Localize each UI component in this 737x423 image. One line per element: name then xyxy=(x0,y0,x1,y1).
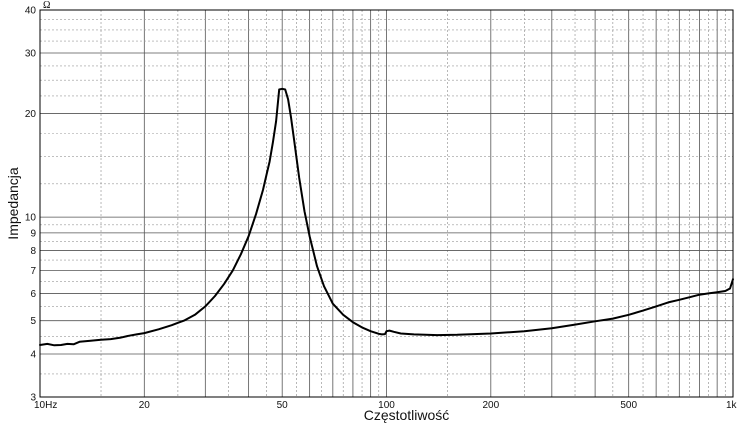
x-tick-label: 500 xyxy=(620,400,637,411)
y-unit-label: Ω xyxy=(43,0,50,11)
grid-lines xyxy=(40,10,733,397)
y-tick-label: 30 xyxy=(25,48,37,59)
y-axis-title: Impedancja xyxy=(5,167,21,240)
y-tick-label: 3 xyxy=(30,393,36,404)
x-tick-label: 200 xyxy=(482,400,499,411)
plot-frame xyxy=(39,9,734,398)
y-tick-label: 40 xyxy=(25,6,37,17)
y-tick-labels: 3 4 5 6 7 8 9 10 20 30 40 xyxy=(25,6,37,404)
y-tick-label: 5 xyxy=(30,316,36,327)
x-tick-label: 100 xyxy=(378,400,395,411)
series-layer xyxy=(39,87,734,347)
y-tick-label: 7 xyxy=(30,266,36,277)
y-tick-label: 4 xyxy=(30,350,36,361)
x-tick-label: 50 xyxy=(277,400,289,411)
y-tick-label: 20 xyxy=(25,109,37,120)
x-tick-labels: 10Hz 20 50 100 200 500 1k xyxy=(34,400,737,411)
y-tick-label: 9 xyxy=(30,228,36,239)
y-tick-label: 10 xyxy=(25,213,37,224)
y-tick-label: 8 xyxy=(30,246,36,257)
x-axis-title: Częstotliwość xyxy=(364,407,450,423)
y-tick-label: 6 xyxy=(30,289,36,300)
impedance-curve xyxy=(39,87,734,347)
x-tick-label: 1k xyxy=(726,400,737,411)
x-tick-label: 20 xyxy=(139,400,151,411)
x-tick-label: 10Hz xyxy=(34,400,57,411)
